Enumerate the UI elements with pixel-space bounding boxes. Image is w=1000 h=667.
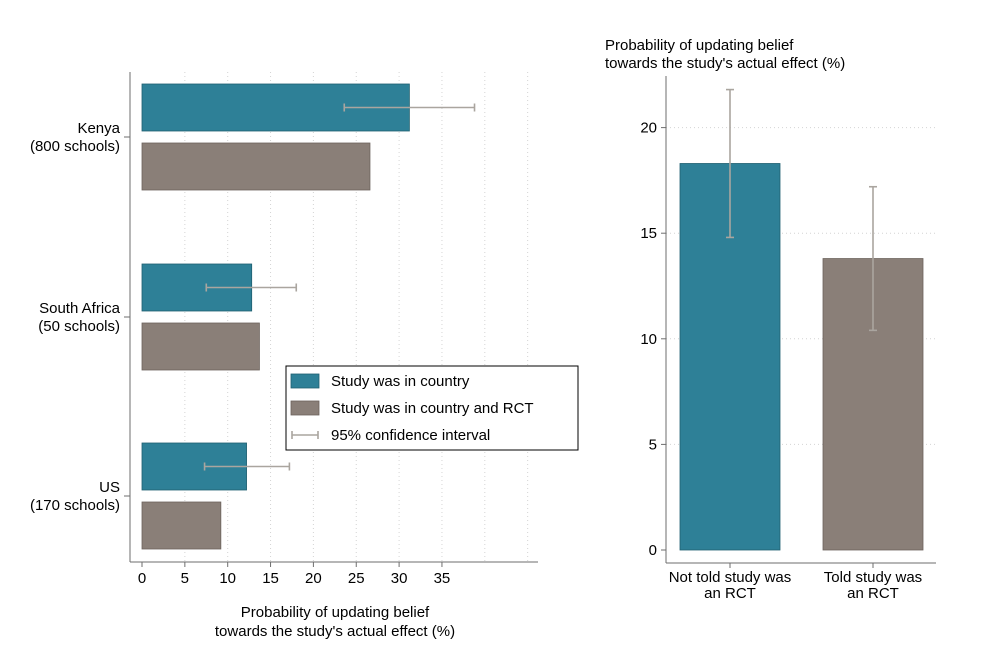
legend-swatch-in-country-rct	[290, 400, 320, 416]
category-label-line2: an RCT	[847, 585, 899, 602]
category-label: Kenya	[77, 120, 120, 137]
bar-in-country-rct	[141, 322, 260, 371]
category-sublabel: (800 schools)	[30, 138, 120, 155]
category-sublabel: (170 schools)	[30, 497, 120, 514]
category-label-line1: Not told study was	[669, 569, 792, 586]
category-label-line2: an RCT	[704, 585, 756, 602]
category-label: US	[99, 479, 120, 496]
legend-label: 95% confidence interval	[331, 427, 490, 444]
y-axis-title-line1: Probability of updating belief	[605, 37, 794, 54]
bar-in-country-rct	[141, 142, 371, 191]
legend-swatch-in-country	[290, 373, 320, 389]
legend-label: Study was in country	[331, 373, 470, 390]
x-tick-label: 20	[305, 570, 322, 587]
category-label-line1: Told study was	[824, 569, 922, 586]
x-tick-label: 5	[181, 570, 189, 587]
x-tick-label: 0	[138, 570, 146, 587]
category-sublabel: (50 schools)	[38, 318, 120, 335]
category-label: South Africa	[39, 300, 121, 317]
x-tick-label: 30	[391, 570, 408, 587]
x-tick-label: 15	[262, 570, 279, 587]
bar-in-country-rct	[141, 501, 222, 550]
x-tick-label: 35	[434, 570, 451, 587]
y-tick-label: 15	[640, 225, 657, 242]
x-tick-label: 10	[219, 570, 236, 587]
x-axis-title-line2: towards the study's actual effect (%)	[215, 623, 455, 640]
y-tick-label: 5	[649, 436, 657, 453]
legend: Study was in country Study was in country…	[285, 365, 579, 451]
x-axis-title-line1: Probability of updating belief	[241, 604, 430, 621]
y-tick-label: 10	[640, 331, 657, 348]
y-tick-label: 20	[640, 120, 657, 137]
y-tick-label: 0	[649, 542, 657, 559]
y-axis-title-line2: towards the study's actual effect (%)	[605, 55, 845, 72]
legend-box	[285, 365, 579, 451]
x-tick-label: 25	[348, 570, 365, 587]
legend-label: Study was in country and RCT	[331, 400, 534, 417]
